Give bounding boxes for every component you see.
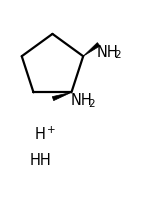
- Polygon shape: [83, 43, 100, 57]
- Text: HH: HH: [30, 152, 52, 167]
- Text: H: H: [34, 127, 45, 142]
- Text: +: +: [47, 124, 56, 134]
- Text: 2: 2: [114, 50, 121, 60]
- Polygon shape: [52, 93, 71, 101]
- Text: 2: 2: [88, 98, 94, 108]
- Text: NH: NH: [71, 92, 92, 107]
- Text: NH: NH: [97, 44, 119, 59]
